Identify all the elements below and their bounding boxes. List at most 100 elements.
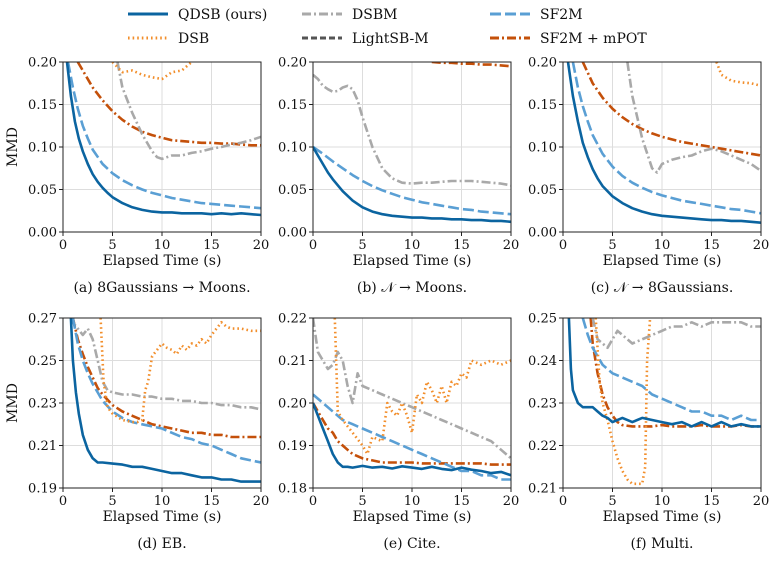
x-tick-label: 20 (503, 494, 520, 509)
legend-label: SF2M (540, 7, 583, 23)
series-line (313, 146, 511, 224)
series-line (313, 145, 511, 216)
x-tick-label: 5 (108, 238, 116, 253)
panel-caption: (f) Multi. (631, 536, 694, 552)
y-tick-label: 0.24 (528, 354, 557, 369)
legend-entry: LightSB-M (302, 31, 429, 47)
y-tick-label: 0.00 (528, 226, 557, 241)
x-tick-label: 10 (154, 494, 171, 509)
series-group (69, 318, 261, 483)
y-tick-label: 0.18 (278, 482, 307, 497)
chart-panel: 0 5 10 15 20 0.00 0.05 0.10 0.15 0.20 Elapsed Time… (528, 56, 769, 297)
y-tick-label: 0.15 (28, 98, 57, 113)
y-tick-label: 0.25 (528, 312, 557, 327)
x-axis-label: Elapsed Time (s) (353, 509, 472, 525)
series-line (431, 62, 511, 68)
y-axis-label: MMD (5, 383, 21, 423)
y-tick-label: 0.15 (278, 98, 307, 113)
series-line (66, 62, 261, 210)
x-tick-label: 10 (654, 238, 671, 253)
panel-caption: (a) 8Gaussians → Moons. (73, 280, 250, 296)
x-tick-label: 15 (453, 238, 470, 253)
legend-entry: DSB (128, 31, 209, 47)
x-tick-label: 10 (154, 238, 171, 253)
series-line (313, 402, 511, 466)
x-tick-label: 0 (559, 494, 567, 509)
legend-entry: SF2M (490, 7, 583, 23)
series-line (69, 318, 261, 483)
series-line (313, 73, 511, 187)
legend-entry: DSBM (302, 7, 397, 23)
series-line (594, 318, 652, 486)
series-line (571, 62, 761, 215)
x-tick-label: 15 (703, 494, 720, 509)
chart-panel: 0 5 10 15 20 0.00 0.05 0.10 0.15 0.20 Elapsed Time… (5, 56, 269, 297)
y-axis-label: MMD (5, 127, 21, 167)
series-line (626, 62, 761, 174)
series-line (581, 62, 761, 157)
chart-panel: 0 5 10 15 20 0.19 0.21 0.23 0.25 0.27 Elapsed Time… (5, 312, 269, 553)
x-tick-label: 10 (404, 238, 421, 253)
y-tick-label: 0.20 (278, 56, 307, 71)
series-line (71, 318, 261, 439)
x-axis-label: Elapsed Time (s) (103, 253, 222, 269)
y-tick-label: 0.20 (528, 56, 557, 71)
series-group (566, 62, 761, 224)
y-tick-label: 0.27 (28, 312, 57, 327)
series-line (313, 402, 511, 477)
series-line (65, 62, 261, 217)
series-line (333, 318, 511, 456)
x-tick-label: 0 (59, 238, 67, 253)
y-tick-label: 0.22 (278, 312, 307, 327)
y-tick-label: 0.21 (28, 439, 57, 454)
x-tick-label: 0 (59, 494, 67, 509)
y-tick-label: 0.10 (278, 141, 307, 156)
x-tick-label: 20 (753, 238, 770, 253)
x-tick-label: 20 (753, 494, 770, 509)
series-line (313, 393, 511, 481)
x-tick-label: 5 (608, 494, 616, 509)
y-tick-label: 0.21 (278, 354, 307, 369)
x-tick-label: 15 (453, 494, 470, 509)
y-tick-label: 0.10 (28, 141, 57, 156)
series-line (567, 318, 761, 428)
chart-panel: 0 5 10 15 20 0.21 0.22 0.23 0.24 0.25 Elapsed Time… (528, 312, 769, 553)
y-tick-label: 0.22 (528, 439, 557, 454)
series-line (591, 318, 761, 350)
x-tick-label: 10 (654, 494, 671, 509)
y-tick-label: 0.23 (528, 397, 557, 412)
y-tick-label: 0.05 (528, 183, 557, 198)
legend-label: QDSB (ours) (178, 7, 267, 23)
y-tick-label: 0.23 (28, 397, 57, 412)
series-group (65, 62, 261, 217)
x-tick-label: 20 (503, 238, 520, 253)
x-tick-label: 5 (108, 494, 116, 509)
series-line (69, 318, 261, 411)
x-tick-label: 5 (358, 238, 366, 253)
y-tick-label: 0.15 (528, 98, 557, 113)
x-tick-label: 5 (608, 238, 616, 253)
chart-panels: 0 5 10 15 20 0.00 0.05 0.10 0.15 0.20 Elapsed Time… (5, 56, 769, 553)
series-line (76, 62, 261, 147)
legend-entry: SF2M + mPOT (490, 31, 647, 47)
series-line (581, 318, 761, 422)
legend: QDSB (ours) DSB DSBM LightSB-M SF2M SF2M + mP… (128, 7, 647, 47)
x-tick-label: 20 (253, 494, 270, 509)
y-tick-label: 0.00 (278, 226, 307, 241)
panel-caption: (d) EB. (137, 536, 186, 552)
x-tick-label: 10 (404, 494, 421, 509)
series-line (71, 318, 261, 464)
x-axis-label: Elapsed Time (s) (603, 509, 722, 525)
series-group (567, 318, 761, 486)
y-tick-label: 0.19 (28, 482, 57, 497)
y-tick-label: 0.21 (528, 482, 557, 497)
legend-label: DSB (178, 31, 209, 47)
chart-panel: 0 5 10 15 20 0.00 0.05 0.10 0.15 0.20 Elapsed Time… (278, 56, 519, 297)
series-line (99, 318, 261, 424)
panel-caption: (c) 𝒩 → 8Gaussians. (591, 280, 734, 296)
x-axis-label: Elapsed Time (s) (103, 509, 222, 525)
x-axis-label: Elapsed Time (s) (353, 253, 472, 269)
series-line (111, 62, 193, 81)
legend-label: LightSB-M (352, 31, 429, 47)
